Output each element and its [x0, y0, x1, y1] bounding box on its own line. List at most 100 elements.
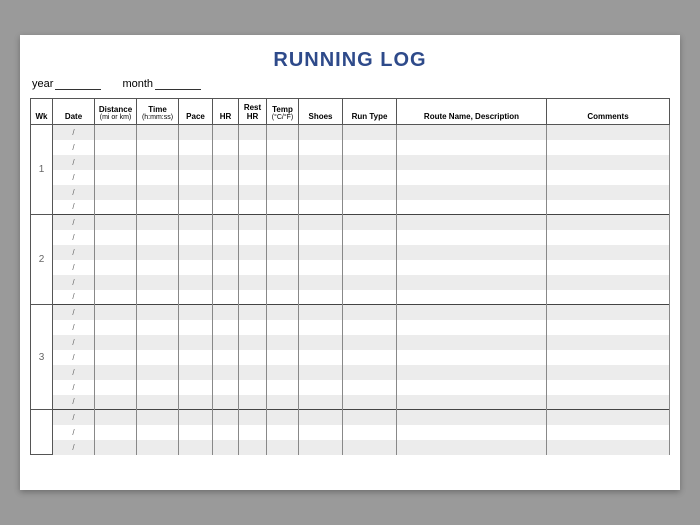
col-pace: Pace: [179, 99, 213, 125]
col-date: Date: [53, 99, 95, 125]
col-wk: Wk: [31, 99, 53, 125]
data-cell: [179, 275, 213, 290]
year-label: year: [32, 78, 53, 90]
data-cell: [267, 380, 299, 395]
data-cell: [213, 170, 239, 185]
data-cell: [547, 440, 670, 455]
data-cell: [267, 290, 299, 305]
data-cell: [343, 275, 397, 290]
date-cell: /: [53, 125, 95, 140]
data-cell: [397, 305, 547, 320]
data-cell: [239, 245, 267, 260]
running-log-table: Wk Date Distance(mi or km) Time(h:mm:ss)…: [30, 98, 670, 455]
data-cell: [397, 245, 547, 260]
table-row: /: [31, 365, 670, 380]
data-cell: [267, 350, 299, 365]
data-cell: [299, 200, 343, 215]
data-cell: [213, 335, 239, 350]
data-cell: [397, 395, 547, 410]
data-cell: [547, 245, 670, 260]
table-row: 1/: [31, 125, 670, 140]
data-cell: [547, 335, 670, 350]
data-cell: [95, 215, 137, 230]
data-cell: [95, 440, 137, 455]
data-cell: [239, 185, 267, 200]
date-cell: /: [53, 305, 95, 320]
data-cell: [343, 140, 397, 155]
data-cell: [547, 275, 670, 290]
data-cell: [343, 305, 397, 320]
data-cell: [137, 230, 179, 245]
data-cell: [95, 320, 137, 335]
col-run-type: Run Type: [343, 99, 397, 125]
table-row: /: [31, 335, 670, 350]
data-cell: [179, 425, 213, 440]
data-cell: [397, 200, 547, 215]
col-shoes: Shoes: [299, 99, 343, 125]
data-cell: [547, 395, 670, 410]
data-cell: [343, 230, 397, 245]
data-cell: [547, 350, 670, 365]
data-cell: [137, 140, 179, 155]
data-cell: [137, 155, 179, 170]
data-cell: [547, 125, 670, 140]
data-cell: [213, 350, 239, 365]
data-cell: [299, 350, 343, 365]
page-title: RUNNING LOG: [30, 49, 670, 72]
data-cell: [95, 245, 137, 260]
data-cell: [213, 125, 239, 140]
data-cell: [397, 230, 547, 245]
data-cell: [137, 380, 179, 395]
data-cell: [397, 320, 547, 335]
data-cell: [267, 200, 299, 215]
date-cell: /: [53, 335, 95, 350]
data-cell: [213, 230, 239, 245]
data-cell: [213, 425, 239, 440]
data-cell: [343, 155, 397, 170]
data-cell: [343, 350, 397, 365]
data-cell: [137, 215, 179, 230]
data-cell: [213, 155, 239, 170]
data-cell: [213, 200, 239, 215]
data-cell: [397, 335, 547, 350]
data-cell: [267, 230, 299, 245]
data-cell: [397, 170, 547, 185]
data-cell: [213, 245, 239, 260]
data-cell: [547, 425, 670, 440]
data-cell: [239, 200, 267, 215]
data-cell: [343, 260, 397, 275]
week-cell: [31, 410, 53, 455]
data-cell: [179, 200, 213, 215]
data-cell: [397, 155, 547, 170]
data-cell: [547, 320, 670, 335]
data-cell: [137, 245, 179, 260]
data-cell: [547, 290, 670, 305]
data-cell: [299, 140, 343, 155]
data-cell: [299, 215, 343, 230]
table-row: /: [31, 320, 670, 335]
data-cell: [137, 275, 179, 290]
data-cell: [95, 395, 137, 410]
week-cell: 1: [31, 125, 53, 215]
data-cell: [179, 320, 213, 335]
data-cell: [267, 275, 299, 290]
data-cell: [239, 350, 267, 365]
data-cell: [299, 395, 343, 410]
date-cell: /: [53, 350, 95, 365]
table-row: /: [31, 440, 670, 455]
data-cell: [179, 125, 213, 140]
data-cell: [213, 365, 239, 380]
data-cell: [213, 260, 239, 275]
data-cell: [213, 275, 239, 290]
data-cell: [95, 155, 137, 170]
date-cell: /: [53, 215, 95, 230]
data-cell: [397, 185, 547, 200]
data-cell: [179, 305, 213, 320]
data-cell: [397, 350, 547, 365]
data-cell: [137, 365, 179, 380]
data-cell: [137, 350, 179, 365]
data-cell: [343, 365, 397, 380]
data-cell: [137, 395, 179, 410]
col-hr: HR: [213, 99, 239, 125]
data-cell: [397, 275, 547, 290]
